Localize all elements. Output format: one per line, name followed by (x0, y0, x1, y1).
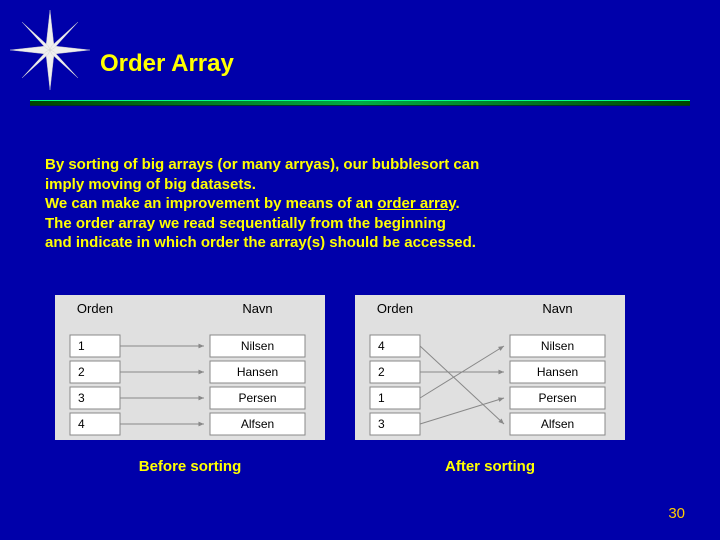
svg-text:Hansen: Hansen (237, 365, 278, 379)
slide-title: Order Array (100, 50, 234, 78)
body-line-2: imply moving of big datasets. (45, 176, 256, 193)
svg-text:Orden: Orden (377, 301, 413, 316)
svg-text:4: 4 (378, 339, 385, 353)
svg-text:3: 3 (378, 417, 385, 431)
body-text: By sorting of big arrays (or many arryas… (45, 155, 660, 253)
svg-text:Hansen: Hansen (537, 365, 578, 379)
after-panel: Orden Navn 4 Nilsen 2 Hansen 1 Persen 3 Alfsen (355, 295, 625, 440)
after-caption: After sorting (355, 458, 625, 475)
svg-text:Alfsen: Alfsen (241, 417, 274, 431)
body-line-3a: We can make an improvement by means of a… (45, 195, 377, 212)
title-divider (30, 100, 690, 106)
svg-text:2: 2 (378, 365, 385, 379)
captions: Before sorting After sorting (55, 458, 625, 475)
svg-text:3: 3 (78, 391, 85, 405)
svg-text:1: 1 (78, 339, 85, 353)
body-line-3c: . (455, 195, 459, 212)
svg-text:Nilsen: Nilsen (241, 339, 274, 353)
svg-text:Persen: Persen (538, 391, 576, 405)
body-line-5: and indicate in which order the array(s)… (45, 234, 476, 251)
star-icon (10, 10, 90, 90)
svg-text:Nilsen: Nilsen (541, 339, 574, 353)
before-panel: Orden Navn 1 Nilsen 2 Hansen 3 Persen 4 Alfsen (55, 295, 325, 440)
body-line-1: By sorting of big arrays (or many arryas… (45, 156, 479, 173)
svg-text:1: 1 (378, 391, 385, 405)
svg-text:Orden: Orden (77, 301, 113, 316)
svg-text:Navn: Navn (542, 301, 572, 316)
panels-container: Orden Navn 1 Nilsen 2 Hansen 3 Persen 4 Alfsen Or… (55, 295, 625, 440)
svg-text:4: 4 (78, 417, 85, 431)
svg-text:Persen: Persen (238, 391, 276, 405)
svg-text:2: 2 (78, 365, 85, 379)
body-line-3b: order array (377, 195, 455, 212)
svg-text:Alfsen: Alfsen (541, 417, 574, 431)
body-line-4: The order array we read sequentially fro… (45, 215, 446, 232)
before-caption: Before sorting (55, 458, 325, 475)
svg-text:Navn: Navn (242, 301, 272, 316)
page-number: 30 (668, 505, 685, 522)
